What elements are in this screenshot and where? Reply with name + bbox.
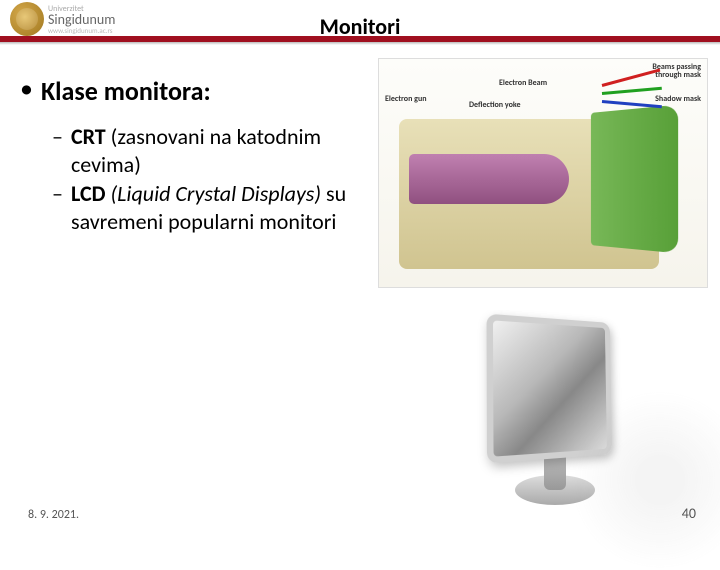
sub-text-lcd: LCD (Liquid Crystal Displays) su savreme… [71, 180, 360, 235]
sub-item-crt: – CRT (zasnovani na katodnim cevima) [52, 123, 360, 178]
crt-tube [409, 154, 569, 204]
sub-text-crt: CRT (zasnovani na katodnim cevima) [71, 123, 360, 178]
beam-blue [602, 100, 662, 108]
logo-text: Univerzitet Singidunum www.singidunum.ac… [48, 5, 115, 34]
logo-emblem [10, 2, 44, 36]
crt-beams [602, 74, 672, 114]
slide-header: Univerzitet Singidunum www.singidunum.ac… [0, 0, 720, 48]
beam-green [602, 87, 662, 95]
crt-label-ebeam: Electron Beam [499, 79, 547, 87]
dash-marker: – [52, 123, 63, 178]
crt-rest: (zasnovani na katodnim cevima) [71, 123, 321, 178]
crt-bold: CRT [71, 123, 106, 150]
content-heading: Klase monitora: [41, 75, 211, 107]
header-divider-shadow [0, 42, 720, 45]
university-logo: Univerzitet Singidunum www.singidunum.ac… [10, 2, 115, 36]
crt-diagram: Beams passing through mask Electron Beam… [378, 58, 708, 288]
bullet-main: • Klase monitora: [20, 75, 360, 121]
slide-content: • Klase monitora: – CRT (zasnovani na ka… [20, 75, 360, 237]
crt-screen [591, 105, 678, 254]
bullet-marker: • [20, 75, 33, 121]
logo-name: Singidunum [48, 13, 115, 27]
footer-date: 8. 9. 2021. [28, 508, 79, 522]
crt-label-yoke: Deflection yoke [469, 101, 521, 109]
lcd-italic: (Liquid Crystal Displays) [106, 180, 322, 207]
footer-page-number: 40 [682, 505, 696, 522]
dash-marker: – [52, 180, 63, 235]
crt-label-gun: Electron gun [385, 95, 427, 103]
logo-url: www.singidunum.ac.rs [48, 27, 115, 34]
lcd-bold: LCD [71, 180, 106, 207]
sublist: – CRT (zasnovani na katodnim cevima) – L… [52, 123, 360, 235]
sub-item-lcd: – LCD (Liquid Crystal Displays) su savre… [52, 180, 360, 235]
